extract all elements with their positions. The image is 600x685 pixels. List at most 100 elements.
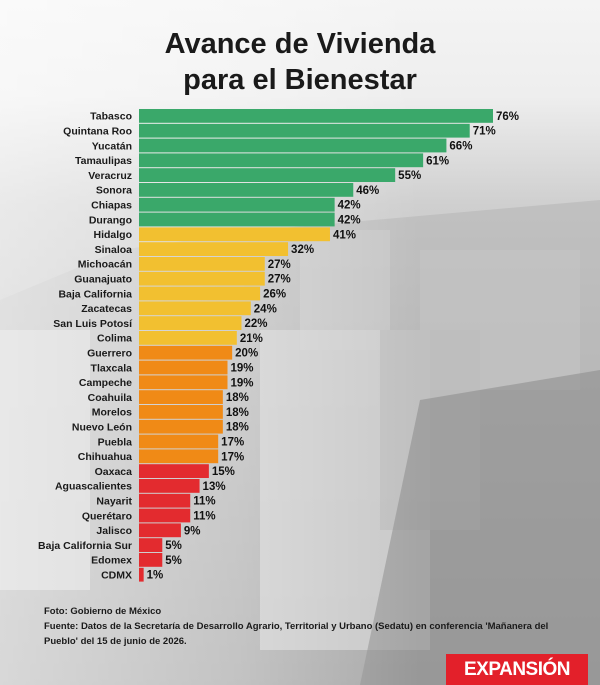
bar-quer-taro: [139, 508, 191, 523]
value-label: 27%: [268, 259, 291, 271]
category-label: Quintana Roo: [63, 126, 132, 138]
title-line-2: para el Bienestar: [183, 64, 417, 96]
value-label: 76%: [496, 111, 519, 123]
category-label: Baja California Sur: [38, 540, 132, 552]
bar-chihuahua: [139, 449, 219, 464]
bar-hidalgo: [139, 227, 330, 242]
category-label: Oaxaca: [95, 466, 133, 478]
bar-oaxaca: [139, 464, 209, 478]
category-label: Durango: [89, 214, 132, 226]
category-label: Tabasco: [90, 111, 132, 123]
bar-baja-california: [139, 286, 261, 301]
category-label: Yucatán: [92, 140, 132, 152]
category-label: Coahuila: [88, 392, 132, 404]
value-label: 5%: [165, 540, 182, 552]
bar-sinaloa: [139, 242, 289, 256]
value-label: 15%: [212, 466, 235, 478]
value-label: 26%: [263, 289, 286, 301]
source-note: Foto: Gobierno de México Fuente: Datos d…: [44, 604, 564, 649]
bar-edomex: [139, 553, 163, 567]
bar-colima: [139, 331, 237, 345]
bar-nuevo-le-n: [139, 419, 223, 434]
chart-title: Avance de Vivienda para el Bienestar: [0, 26, 600, 98]
value-label: 18%: [226, 422, 249, 434]
category-label: CDMX: [101, 570, 132, 582]
bar-veracruz: [139, 168, 396, 182]
category-label: Querétaro: [82, 510, 132, 522]
category-label: Nuevo León: [72, 422, 132, 434]
value-label: 19%: [231, 363, 254, 375]
bar-quintana-roo: [139, 123, 470, 138]
value-label: 46%: [356, 185, 379, 197]
category-label: Chihuahua: [78, 451, 132, 463]
bar-nayarit: [139, 493, 191, 508]
value-label: 18%: [226, 407, 249, 419]
category-label: Guerrero: [87, 348, 132, 360]
value-label: 11%: [193, 511, 215, 523]
photo-credit: Foto: Gobierno de México: [44, 606, 162, 617]
bar-guerrero: [139, 345, 233, 360]
value-label: 1%: [147, 570, 164, 582]
value-label: 9%: [184, 525, 201, 537]
title-line-1: Avance de Vivienda: [164, 28, 436, 60]
category-label: Puebla: [98, 436, 133, 448]
value-label: 27%: [268, 274, 291, 286]
value-label: 13%: [203, 481, 226, 493]
category-label: Chiapas: [91, 200, 132, 212]
value-label: 21%: [240, 333, 263, 345]
data-source: Fuente: Datos de la Secretaría de Desarr…: [44, 621, 549, 647]
bar-baja-california-sur: [139, 538, 163, 552]
category-label: Hidalgo: [94, 229, 133, 241]
category-label: Morelos: [92, 407, 132, 419]
value-label: 22%: [244, 318, 267, 330]
bar-coahuila: [139, 390, 223, 404]
category-label: Colima: [97, 333, 132, 345]
value-label: 42%: [338, 200, 361, 212]
bar-san-luis-potos-: [139, 316, 242, 330]
value-label: 41%: [333, 229, 356, 241]
value-label: 18%: [226, 392, 249, 404]
bar-durango: [139, 212, 335, 227]
bar-aguascalientes: [139, 479, 200, 493]
value-label: 61%: [426, 155, 449, 167]
value-label: 42%: [338, 215, 361, 227]
value-label: 19%: [231, 377, 254, 389]
value-label: 17%: [221, 451, 244, 463]
category-label: Nayarit: [96, 496, 132, 508]
bar-zacatecas: [139, 301, 251, 316]
category-label: Michoacán: [78, 259, 132, 271]
value-label: 32%: [291, 244, 314, 256]
bar-sonora: [139, 183, 354, 197]
bar-morelos: [139, 405, 223, 419]
value-label: 71%: [473, 126, 496, 138]
category-label: Sonora: [96, 185, 132, 197]
expansion-logo: EXPANSIÓN: [446, 654, 588, 685]
bar-campeche: [139, 375, 228, 390]
value-label: 24%: [254, 303, 277, 315]
value-label: 5%: [165, 555, 182, 567]
value-label: 55%: [398, 170, 421, 182]
bar-tlaxcala: [139, 360, 228, 375]
category-label: Jalisco: [96, 525, 132, 537]
bar-michoac-n: [139, 257, 265, 271]
bar-chiapas: [139, 197, 335, 212]
category-label: Campeche: [79, 377, 132, 389]
bar-puebla: [139, 434, 219, 449]
category-label: Tlaxcala: [91, 362, 133, 374]
category-label: Tamaulipas: [75, 155, 132, 167]
bar-tabasco: [139, 109, 493, 123]
value-label: 11%: [193, 496, 215, 508]
value-label: 17%: [221, 437, 244, 449]
value-label: 20%: [235, 348, 258, 360]
category-label: Edomex: [91, 555, 132, 567]
category-label: Guanajuato: [74, 274, 132, 286]
bar-cdmx: [139, 567, 144, 582]
category-label: Aguascalientes: [55, 481, 132, 493]
bar-tamaulipas: [139, 153, 424, 168]
category-label: Zacatecas: [81, 303, 132, 315]
bar-yucat-n: [139, 138, 447, 153]
bar-jalisco: [139, 523, 181, 538]
bar-guanajuato: [139, 271, 265, 286]
category-label: Sinaloa: [95, 244, 133, 256]
